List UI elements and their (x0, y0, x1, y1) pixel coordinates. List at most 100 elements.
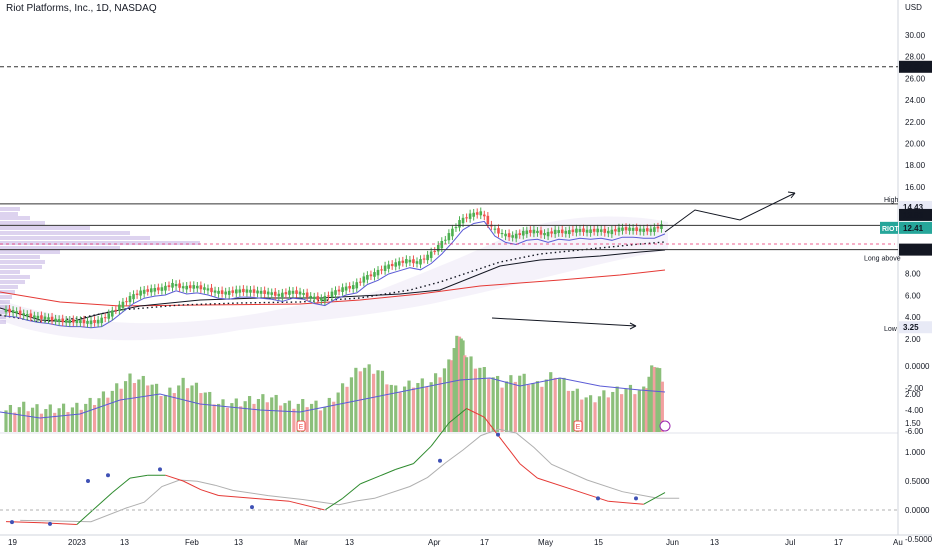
price-tick: 26.00 (905, 74, 926, 83)
macd-tick: 2.00 (905, 390, 921, 399)
price-tick: 20.00 (905, 140, 926, 149)
candle-body (337, 289, 341, 292)
volume-bar (655, 367, 659, 432)
dashed-level-badge: 27.07 (903, 63, 924, 72)
volume-bar (26, 411, 30, 432)
candle-body (642, 228, 646, 232)
volume-bar (247, 396, 252, 432)
volume-bar (518, 375, 522, 432)
volume-bar (119, 388, 123, 432)
price-tick: 18.00 (905, 161, 926, 170)
volume-bar (123, 381, 128, 432)
candle-body (121, 301, 125, 308)
volume-bar (283, 403, 287, 432)
candle-body (252, 289, 256, 293)
volume-bar (216, 403, 221, 432)
volume-bar (30, 407, 35, 432)
candle-body (660, 224, 663, 229)
volume-bar (455, 335, 459, 432)
volume-bar (243, 401, 247, 432)
candle-body (585, 229, 589, 233)
macd-cross-dot (86, 479, 90, 483)
candle-body (539, 230, 543, 235)
volume-bar (463, 355, 467, 432)
volume-bar (562, 377, 566, 432)
candle-body (203, 287, 206, 290)
candle-body (249, 289, 252, 293)
forecast-arrowhead (787, 191, 796, 199)
volume-bar (309, 403, 314, 432)
candle-body (54, 318, 57, 322)
profile-bar (0, 231, 130, 235)
volume-bar (57, 408, 61, 432)
candle-body (440, 241, 444, 249)
candle-body (596, 228, 599, 233)
macd-cross-dot (496, 432, 500, 437)
long-above-badge-bg (899, 243, 932, 256)
candle-body (614, 229, 617, 232)
time-tick: 13 (120, 538, 129, 547)
candle-body (458, 220, 461, 228)
candle-body (103, 317, 107, 319)
candle-body (64, 319, 68, 323)
candle-body (125, 301, 128, 303)
volume-bar (584, 397, 588, 432)
volume-bar (13, 412, 17, 432)
candle-body (72, 319, 75, 323)
volume-bar (482, 367, 486, 432)
profile-bar (0, 320, 6, 324)
candle-body (553, 229, 557, 235)
high-badge: 14.43 (903, 203, 924, 212)
volume-bar (358, 371, 362, 432)
macd-pane (0, 408, 898, 526)
macd-tick: 0.5000 (905, 477, 930, 486)
candle-body (344, 286, 348, 291)
candle-body (635, 227, 638, 232)
candle-body (132, 294, 135, 300)
candle-body (298, 291, 302, 295)
volume-bar (79, 409, 83, 432)
volume-bar (575, 388, 579, 432)
candle-body (135, 293, 139, 296)
candle-body (114, 309, 118, 311)
candle-body (380, 269, 383, 271)
volume-bar (433, 373, 438, 432)
candle-body (461, 217, 465, 224)
axes: USD 30.00 28.00 26.00 24.00 22.00 20.00 18.00 16… (8, 3, 932, 547)
candle-body (238, 289, 242, 293)
volume-bar (461, 340, 465, 432)
ma-dotted-line (0, 241, 666, 323)
volume-bar (340, 383, 345, 432)
candle-body (33, 315, 36, 319)
volume-bar (239, 406, 243, 432)
candle-body (149, 288, 153, 293)
candle-body (15, 311, 18, 314)
profile-bar (0, 241, 200, 245)
candle-body (157, 287, 160, 291)
volume-bar (491, 377, 495, 432)
candle-body (284, 292, 288, 295)
candle-body (47, 317, 50, 320)
currency-label: USD (905, 3, 922, 12)
volume-bar (540, 386, 544, 432)
macd-segment (430, 422, 450, 447)
macd-cross-dot (438, 458, 442, 463)
candle-body (259, 290, 263, 294)
down-arrowhead (629, 322, 637, 330)
candle-body (483, 214, 486, 217)
time-tick: 13 (345, 538, 354, 547)
candle-body (40, 315, 43, 319)
profile-bar (0, 290, 15, 294)
candle-body (270, 292, 274, 295)
volume-bar (531, 383, 535, 432)
indicator-lines (0, 220, 666, 329)
volume-bar (535, 381, 540, 432)
volume-bar (256, 399, 261, 432)
volume-bar (606, 397, 610, 432)
volume-bar (150, 384, 154, 432)
candle-body (408, 259, 412, 263)
time-tick: Feb (185, 538, 199, 547)
volume-bar (185, 388, 190, 432)
volume-bar (650, 365, 654, 432)
